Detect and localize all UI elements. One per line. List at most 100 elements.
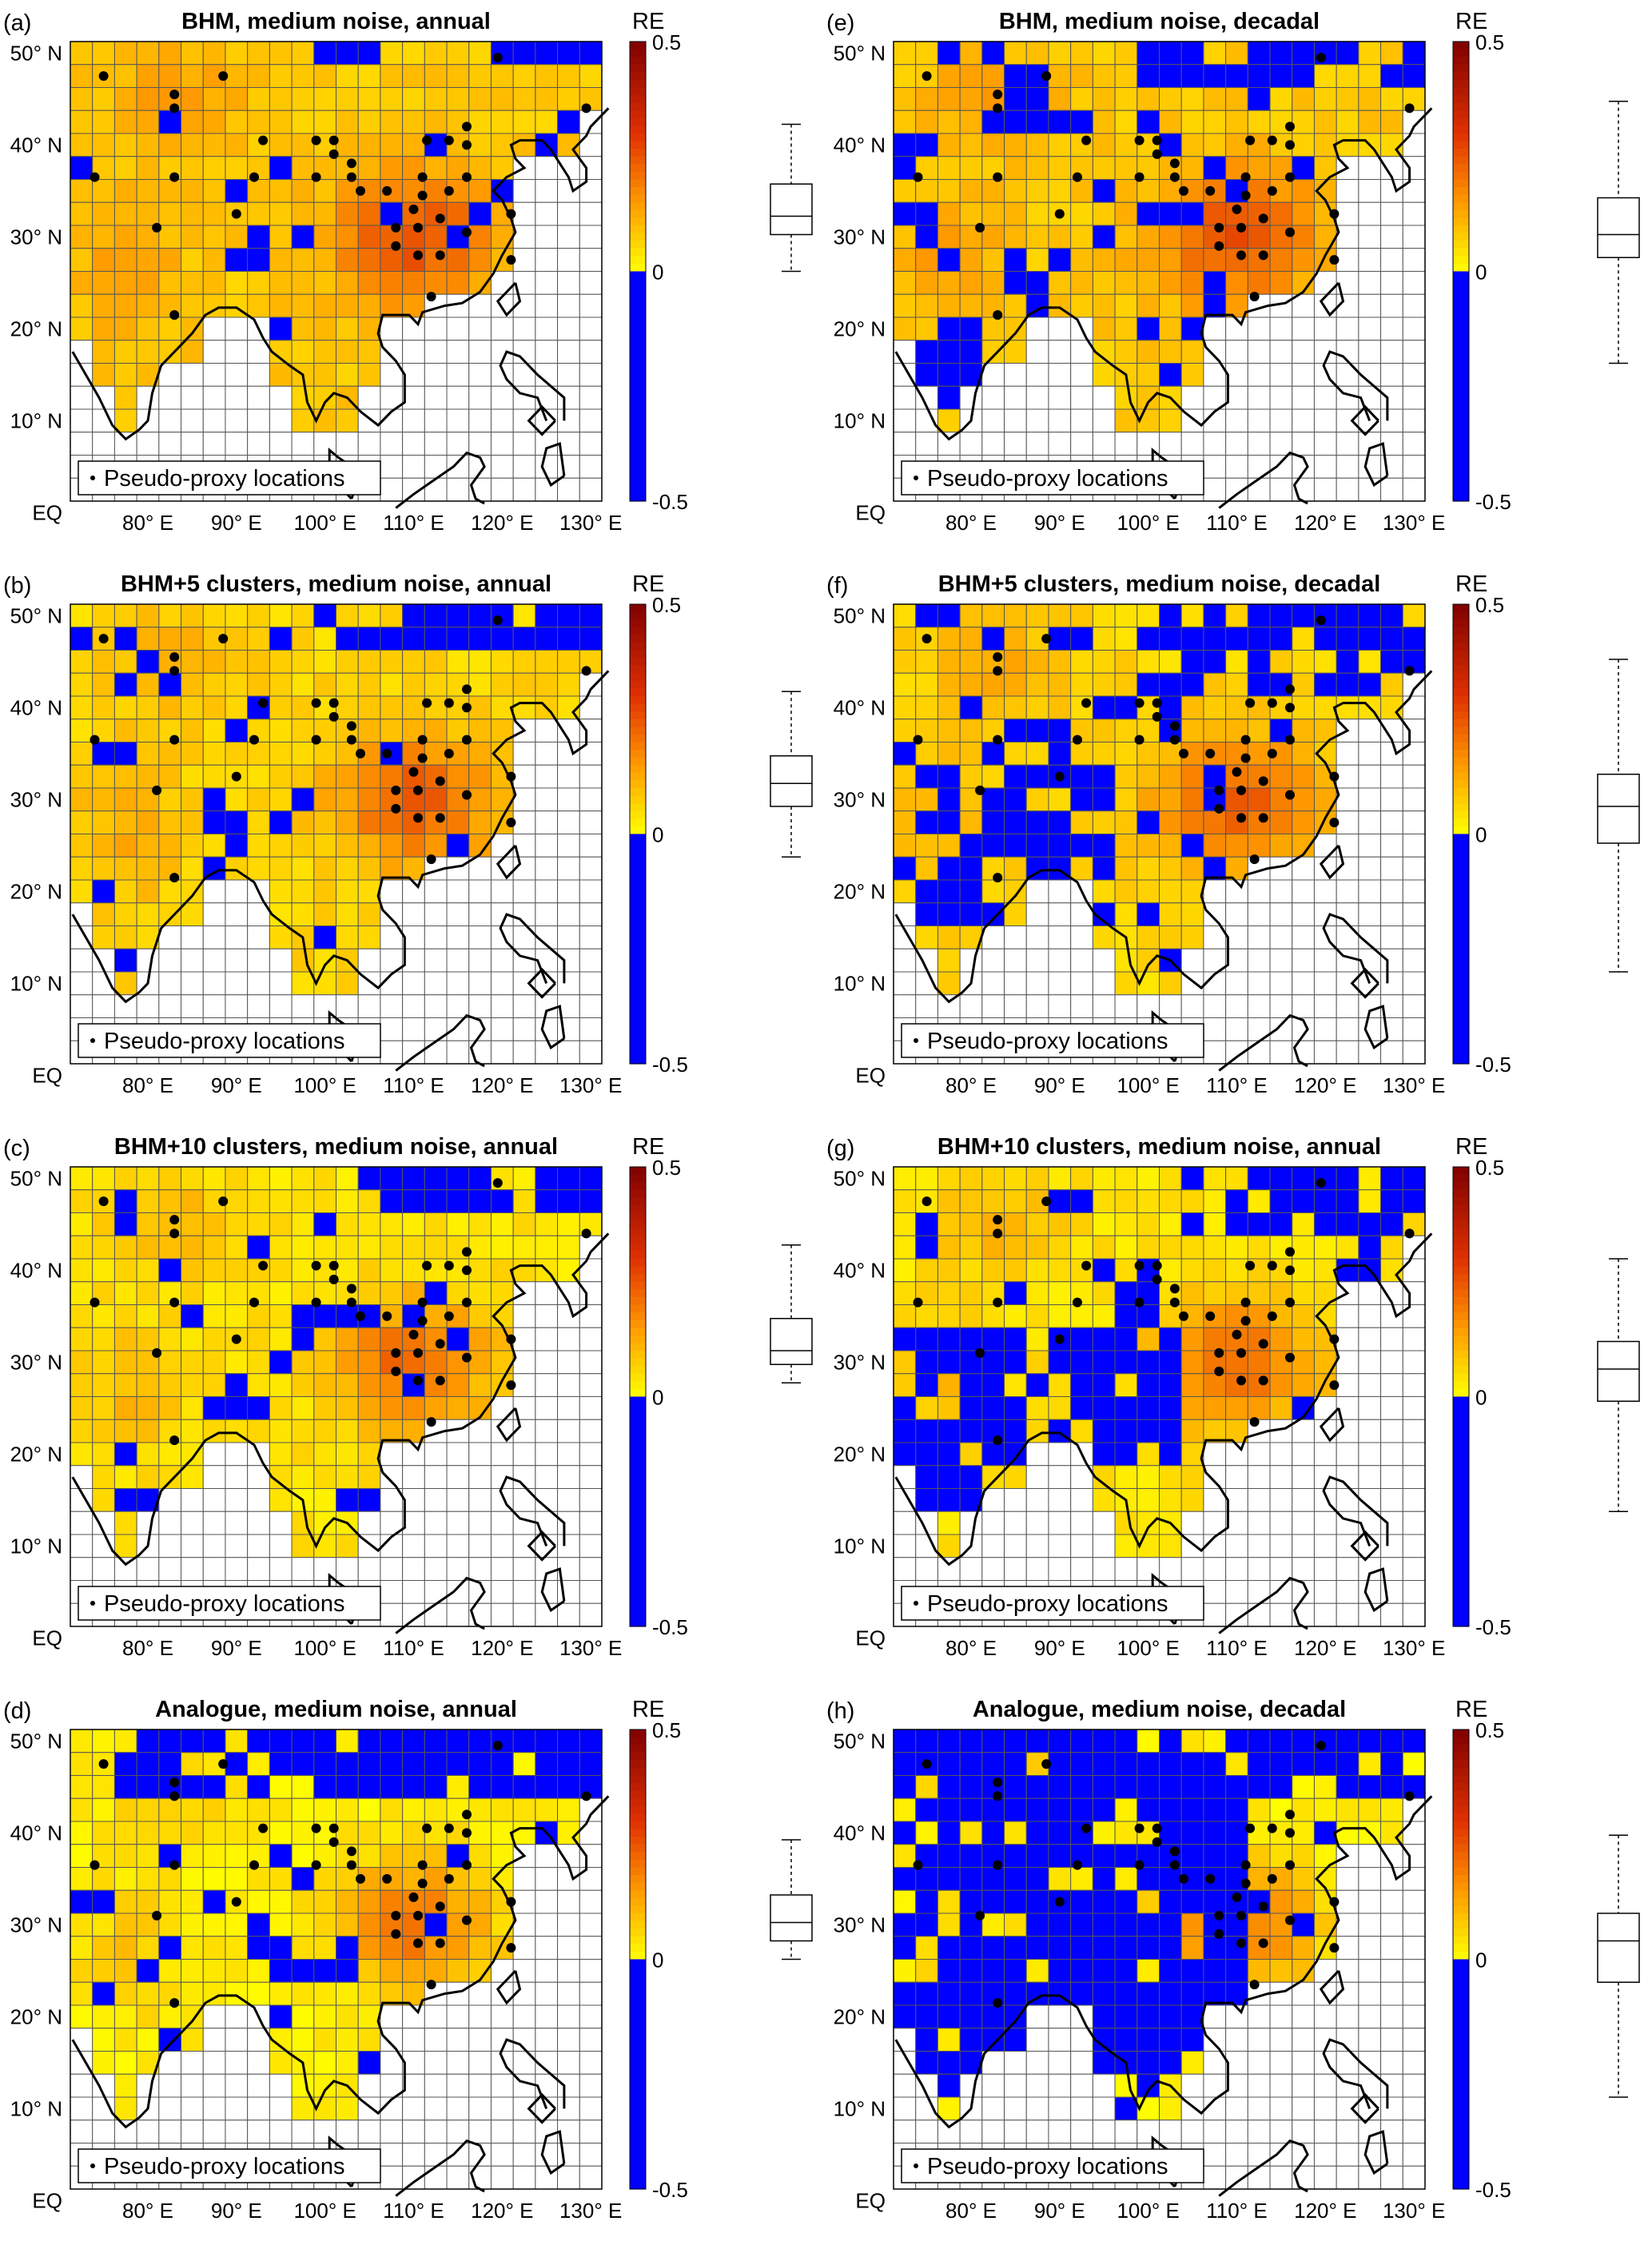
grid-cell: [202, 1534, 226, 1558]
grid-cell: [1025, 1534, 1049, 1558]
colorbar-segment: [1453, 964, 1469, 973]
grid-cell: [92, 1166, 115, 1191]
grid-cell: [269, 1327, 293, 1351]
grid-cell: [313, 742, 337, 766]
grid-cell: [70, 225, 94, 249]
grid-cell: [1092, 1821, 1116, 1845]
colorbar-segment: [630, 1174, 646, 1183]
grid-cell: [336, 1350, 359, 1375]
proxy-marker: [993, 1297, 1003, 1308]
grid-cell: [1092, 109, 1116, 134]
grid-cell: [959, 1442, 983, 1467]
grid-cell: [981, 787, 1005, 812]
grid-cell: [113, 1304, 137, 1328]
grid-cell: [313, 1235, 337, 1260]
grid-cell: [136, 1844, 160, 1868]
grid-cell: [1203, 1396, 1227, 1420]
grid-cell: [557, 1511, 580, 1535]
grid-cell: [1292, 650, 1315, 674]
grid-cell: [915, 742, 938, 766]
proxy-marker: [1245, 135, 1256, 145]
grid-cell: [535, 1936, 559, 1960]
grid-cell: [915, 41, 938, 66]
colorbar-segment: [1453, 324, 1469, 333]
grid-cell: [535, 1235, 559, 1260]
grid-cell: [1380, 477, 1403, 502]
proxy-marker: [1267, 185, 1277, 196]
grid-cell: [1247, 1557, 1271, 1581]
grid-cell: [1292, 627, 1315, 651]
grid-cell: [136, 856, 160, 881]
grid-cell: [1269, 1373, 1293, 1397]
grid-cell: [1159, 201, 1182, 226]
grid-cell: [1114, 1166, 1138, 1191]
grid-cell: [202, 1281, 226, 1305]
grid-cell: [1048, 1373, 1072, 1397]
grid-cell: [1136, 2096, 1160, 2121]
grid-cell: [1025, 1797, 1049, 1822]
grid-cell: [1269, 2004, 1293, 2029]
colorbar-segment: [630, 2059, 646, 2068]
grid-cell: [181, 1752, 204, 1776]
grid-cell: [1159, 1350, 1182, 1375]
grid-cell: [336, 1913, 359, 1937]
colorbar-segment: [1453, 1783, 1469, 1792]
grid-cell: [70, 787, 94, 812]
grid-cell: [1292, 1373, 1315, 1397]
colorbar-segment: [630, 604, 646, 613]
proxy-marker: [169, 1998, 180, 2008]
grid-cell: [893, 1373, 917, 1397]
grid-cell: [1136, 1327, 1160, 1351]
grid-cell: [1025, 41, 1049, 66]
colorbar-segment: [630, 1450, 646, 1459]
grid-cell: [136, 1557, 160, 1581]
grid-cell: [1180, 363, 1204, 387]
grid-cell: [424, 1511, 448, 1535]
grid-cell: [225, 650, 249, 674]
colorbar-segment: [1453, 956, 1469, 965]
grid-cell: [158, 1488, 182, 1512]
grid-cell: [70, 316, 94, 341]
y-tick-label: 30° N: [834, 787, 886, 811]
grid-cell: [981, 1442, 1005, 1467]
grid-cell: [937, 879, 961, 904]
grid-cell: [136, 1166, 160, 1191]
colorbar-segment: [1453, 2012, 1469, 2021]
grid-cell: [1114, 133, 1138, 157]
grid-cell: [225, 1442, 249, 1467]
grid-cell: [1136, 1350, 1160, 1375]
grid-cell: [136, 764, 160, 789]
colorbar-segment: [1453, 619, 1469, 628]
colorbar-segment: [630, 1760, 646, 1769]
grid-cell: [1114, 1775, 1138, 1799]
colorbar-segment: [1453, 673, 1469, 682]
grid-cell: [1402, 1350, 1426, 1375]
grid-cell: [1180, 201, 1204, 226]
grid-cell: [1070, 385, 1093, 410]
grid-cell: [1159, 1557, 1182, 1581]
grid-cell: [1025, 1350, 1049, 1375]
grid-cell: [225, 1775, 249, 1799]
grid-cell: [136, 2028, 160, 2052]
grid-cell: [1025, 2073, 1049, 2098]
grid-cell: [1247, 627, 1271, 651]
grid-cell: [291, 87, 315, 111]
boxplot: [1597, 1834, 1640, 2098]
colorbar-segment: [1453, 363, 1469, 372]
grid-cell: [915, 179, 938, 203]
grid-cell: [247, 1752, 270, 1776]
grid-cell: [1025, 156, 1049, 180]
grid-cell: [313, 1166, 337, 1191]
grid-cell: [937, 41, 961, 66]
panel-title: Analogue, medium noise, decadal: [973, 1697, 1346, 1722]
proxy-marker: [169, 172, 180, 182]
colorbar-segment: [1453, 1419, 1469, 1428]
grid-cell: [92, 1350, 115, 1375]
grid-cell: [1358, 1465, 1382, 1489]
grid-cell: [1292, 1488, 1315, 1512]
map-panel: (e) BHM, medium noise, decadalPseudo-prox…: [826, 9, 1640, 535]
grid-cell: [336, 742, 359, 766]
colorbar-segment: [1453, 1760, 1469, 1769]
colorbar-segment: [1453, 788, 1469, 797]
grid-cell: [1380, 1867, 1403, 1891]
